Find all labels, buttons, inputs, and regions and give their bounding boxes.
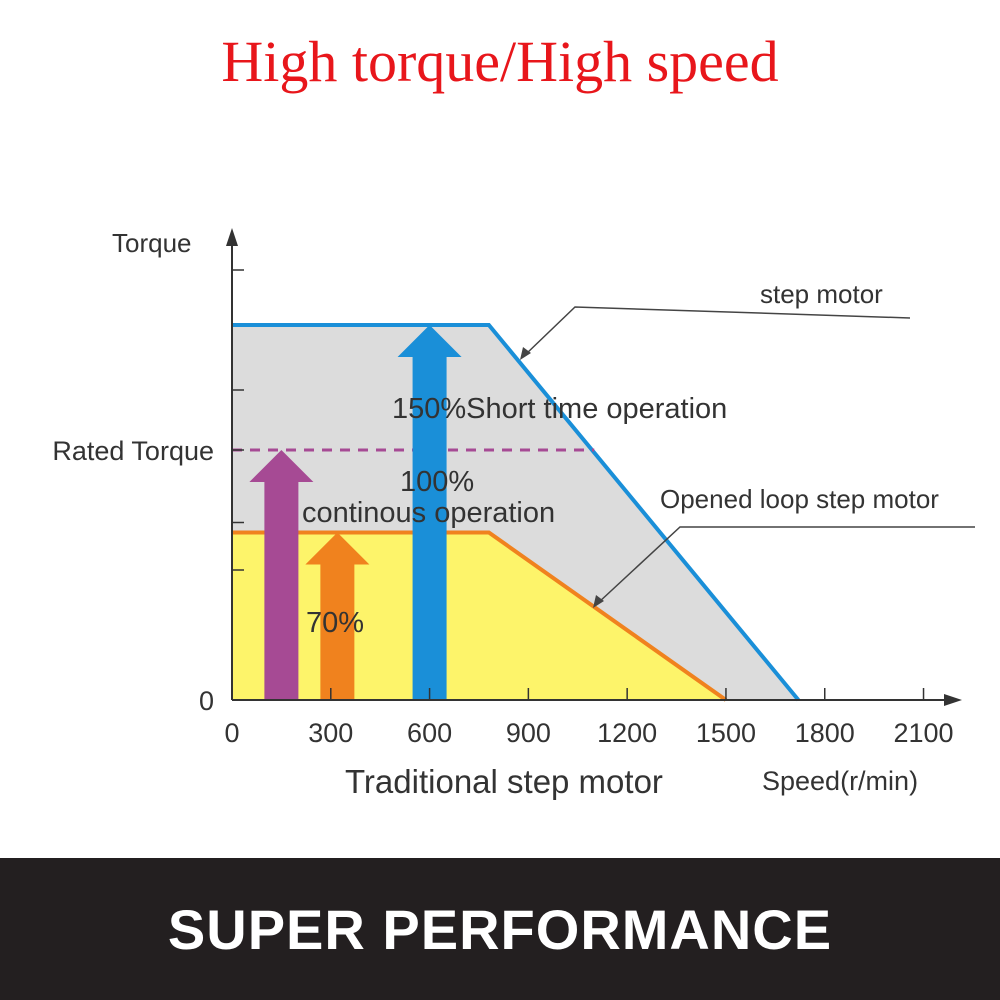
continuous-label: continous operation [302,497,555,529]
x-tick-label: 1200 [597,718,657,748]
x-axis-arrow-icon [944,694,962,706]
open-loop-label: Opened loop step motor [660,484,939,514]
short-time-label: 150%Short time operation [392,393,727,425]
x-tick-label: 300 [308,718,353,748]
x-tick-label: 1800 [795,718,855,748]
traditional-label: Traditional step motor [345,763,663,800]
x-tick-label: 900 [506,718,551,748]
x-tick-label: 2100 [893,718,953,748]
arrow-150% [397,325,462,700]
arrow-70% [305,532,370,700]
y-tick-label: Rated Torque [52,436,214,466]
step-motor-label: step motor [760,279,883,309]
banner: SUPER PERFORMANCE [0,858,1000,1000]
x-tick-label: 600 [407,718,452,748]
page-title: High torque/High speed [221,29,779,94]
y-tick-label: 0 [199,686,214,716]
x-tick-label: 0 [224,718,239,748]
step-motor-leader-arrow-icon [520,347,531,360]
y-axis-arrow-icon [226,228,238,246]
series-line-1 [232,530,728,702]
area-1 [232,532,726,700]
open-loop-leader-arrow-icon [593,595,604,608]
x-axis-label: Speed(r/min) [762,766,918,796]
y-axis-label: Torque [112,228,192,258]
series-line-0 [232,323,800,702]
open-loop-leader [597,526,975,604]
seventy-label: 70% [306,607,364,639]
step-motor-leader [524,306,911,356]
continuous-pct-label: 100% [400,466,474,498]
x-tick-label: 1500 [696,718,756,748]
arrow-100% [249,450,314,700]
